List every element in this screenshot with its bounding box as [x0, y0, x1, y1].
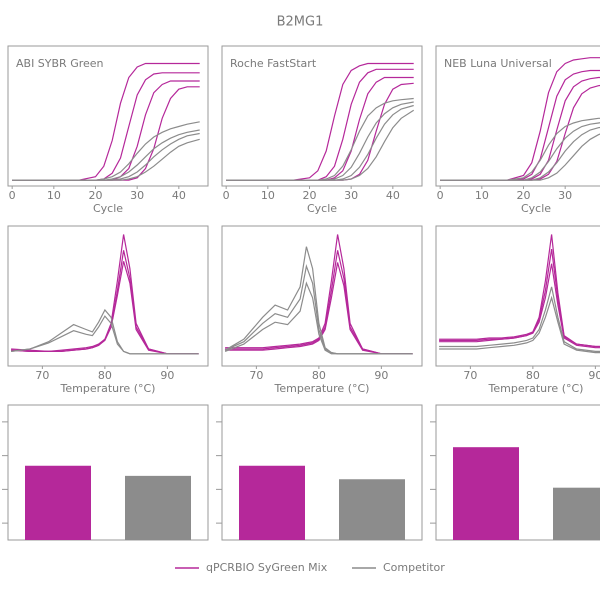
curve [225, 250, 413, 355]
page-title: B2MG1 [277, 15, 324, 30]
curve [12, 132, 200, 181]
x-tick-label: 10 [47, 189, 61, 202]
panel-frame [221, 225, 423, 367]
x-tick-label: 70 [35, 369, 49, 382]
curve [440, 122, 600, 181]
x-tick-label: 80 [312, 369, 326, 382]
plot-area [440, 57, 600, 181]
plot-area [12, 62, 200, 181]
bar [553, 487, 600, 540]
curve [226, 109, 415, 181]
x-tick-label: 20 [303, 189, 317, 202]
x-tick-label: 40 [172, 189, 186, 202]
bar [125, 475, 191, 540]
x-tick-label: 20 [517, 189, 531, 202]
plot-area [11, 234, 199, 355]
x-tick-label: 0 [9, 189, 16, 202]
curve [439, 286, 600, 352]
curve [11, 261, 199, 355]
plot-area [439, 234, 600, 354]
panel-frame [221, 45, 423, 187]
bar [239, 465, 305, 540]
x-tick-label: 0 [223, 189, 230, 202]
curve [225, 234, 413, 355]
x-tick-label: 70 [463, 369, 477, 382]
plot-area [226, 62, 415, 181]
x-tick-label: 70 [249, 369, 263, 382]
plot-area [224, 234, 413, 355]
curve [439, 249, 600, 348]
curve [440, 76, 600, 181]
x-tick-label: 30 [558, 189, 572, 202]
curve [226, 62, 414, 181]
legend-label: qPCRBIO SyGreen Mix [206, 561, 328, 574]
panel-title: ABI SYBR Green [16, 57, 104, 70]
x-tick-label: 20 [89, 189, 103, 202]
curve [11, 234, 199, 355]
x-axis-label: Cycle [521, 202, 551, 215]
curve [224, 281, 413, 355]
x-tick-label: 90 [374, 369, 388, 382]
x-tick-label: 10 [261, 189, 275, 202]
panel-frame [7, 404, 209, 541]
bar [25, 465, 91, 540]
curve [12, 86, 200, 181]
x-axis-label: Cycle [307, 202, 337, 215]
x-axis-label: Temperature (°C) [274, 382, 370, 395]
curve [440, 117, 600, 181]
x-tick-label: 80 [98, 369, 112, 382]
x-tick-label: 40 [386, 189, 400, 202]
curve [439, 263, 600, 349]
panel-title: NEB Luna Universal [444, 57, 552, 70]
x-tick-label: 90 [160, 369, 174, 382]
x-axis-label: Cycle [93, 202, 123, 215]
curve [226, 68, 414, 181]
curve [440, 84, 600, 181]
x-tick-label: 10 [475, 189, 489, 202]
curve [12, 62, 200, 181]
bar [339, 479, 405, 540]
panel-title: Roche FastStart [230, 57, 317, 70]
x-tick-label: 80 [526, 369, 540, 382]
bar [453, 447, 519, 540]
panel-frame [435, 404, 600, 541]
curve [11, 315, 199, 355]
curve [12, 129, 200, 181]
panel-frame [221, 404, 423, 541]
panel-frame [435, 225, 600, 367]
curve [12, 138, 200, 181]
panel-frame [7, 45, 209, 187]
curve [225, 262, 413, 355]
x-axis-label: Temperature (°C) [488, 382, 584, 395]
plot-area [453, 447, 600, 540]
x-tick-label: 30 [130, 189, 144, 202]
curve [12, 72, 200, 181]
curve [226, 104, 414, 181]
panel-frame [435, 45, 600, 187]
plot-area [239, 465, 405, 540]
curve [440, 69, 600, 181]
plot-area [25, 465, 191, 540]
x-tick-label: 90 [588, 369, 600, 382]
x-axis-label: Temperature (°C) [60, 382, 156, 395]
x-tick-label: 0 [437, 189, 444, 202]
curve [226, 101, 414, 181]
x-tick-label: 30 [344, 189, 358, 202]
curve [439, 295, 600, 354]
panel-frame [7, 225, 209, 367]
curve [439, 234, 600, 348]
curve [440, 133, 600, 181]
curve [12, 80, 200, 181]
curve [440, 57, 600, 181]
curve [11, 250, 199, 355]
legend-label: Competitor [383, 561, 445, 574]
